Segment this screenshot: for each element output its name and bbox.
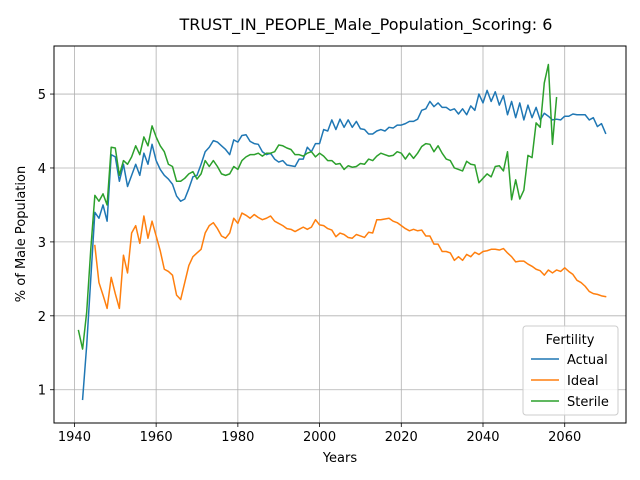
chart-title: TRUST_IN_PEOPLE_Male_Population_Scoring:… [179,15,553,35]
plot-area-frame [53,45,627,424]
y-axis-label: % of Male Population [14,166,29,302]
x-tick-label: 2040 [466,430,499,445]
series-lines [77,63,607,401]
x-tick-label: 2060 [548,430,581,445]
x-tick-label: 2000 [303,430,336,445]
x-tick-label: 1980 [221,430,254,445]
y-tick-label: 4 [38,162,46,177]
legend: Fertility Actual Ideal Sterile [522,325,619,416]
y-tick-label: 3 [38,236,46,251]
series-line-ideal [94,212,607,310]
legend-label-sterile: Sterile [567,395,609,410]
x-tick-label: 2020 [385,430,418,445]
y-axis-ticks: 1 2 3 4 5 [38,88,54,399]
y-tick-label: 1 [38,384,46,399]
x-axis-ticks: 1940 1960 1980 2000 2020 2040 2060 [58,423,581,445]
legend-label-ideal: Ideal [567,374,599,389]
x-tick-label: 1960 [140,430,173,445]
legend-label-actual: Actual [567,353,608,368]
x-axis-label: Years [322,451,358,466]
x-tick-label: 1940 [58,430,91,445]
series-line-sterile [77,63,558,350]
legend-box [522,325,619,416]
legend-title: Fertility [546,333,595,348]
series-line-actual [81,89,607,401]
y-tick-label: 5 [38,88,46,103]
y-tick-label: 2 [38,310,46,325]
